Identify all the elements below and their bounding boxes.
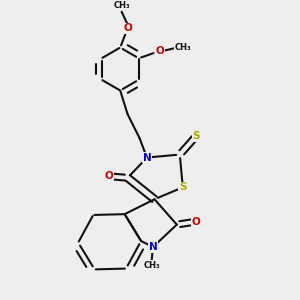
- Text: S: S: [192, 131, 200, 141]
- Text: CH₃: CH₃: [113, 1, 130, 10]
- Text: S: S: [179, 182, 187, 192]
- Text: O: O: [155, 46, 164, 56]
- Text: CH₃: CH₃: [143, 261, 160, 270]
- Text: O: O: [192, 217, 201, 226]
- Text: O: O: [123, 23, 132, 33]
- Text: N: N: [142, 152, 152, 163]
- Text: N: N: [148, 242, 158, 252]
- Text: O: O: [105, 171, 113, 181]
- Text: CH₃: CH₃: [174, 44, 191, 52]
